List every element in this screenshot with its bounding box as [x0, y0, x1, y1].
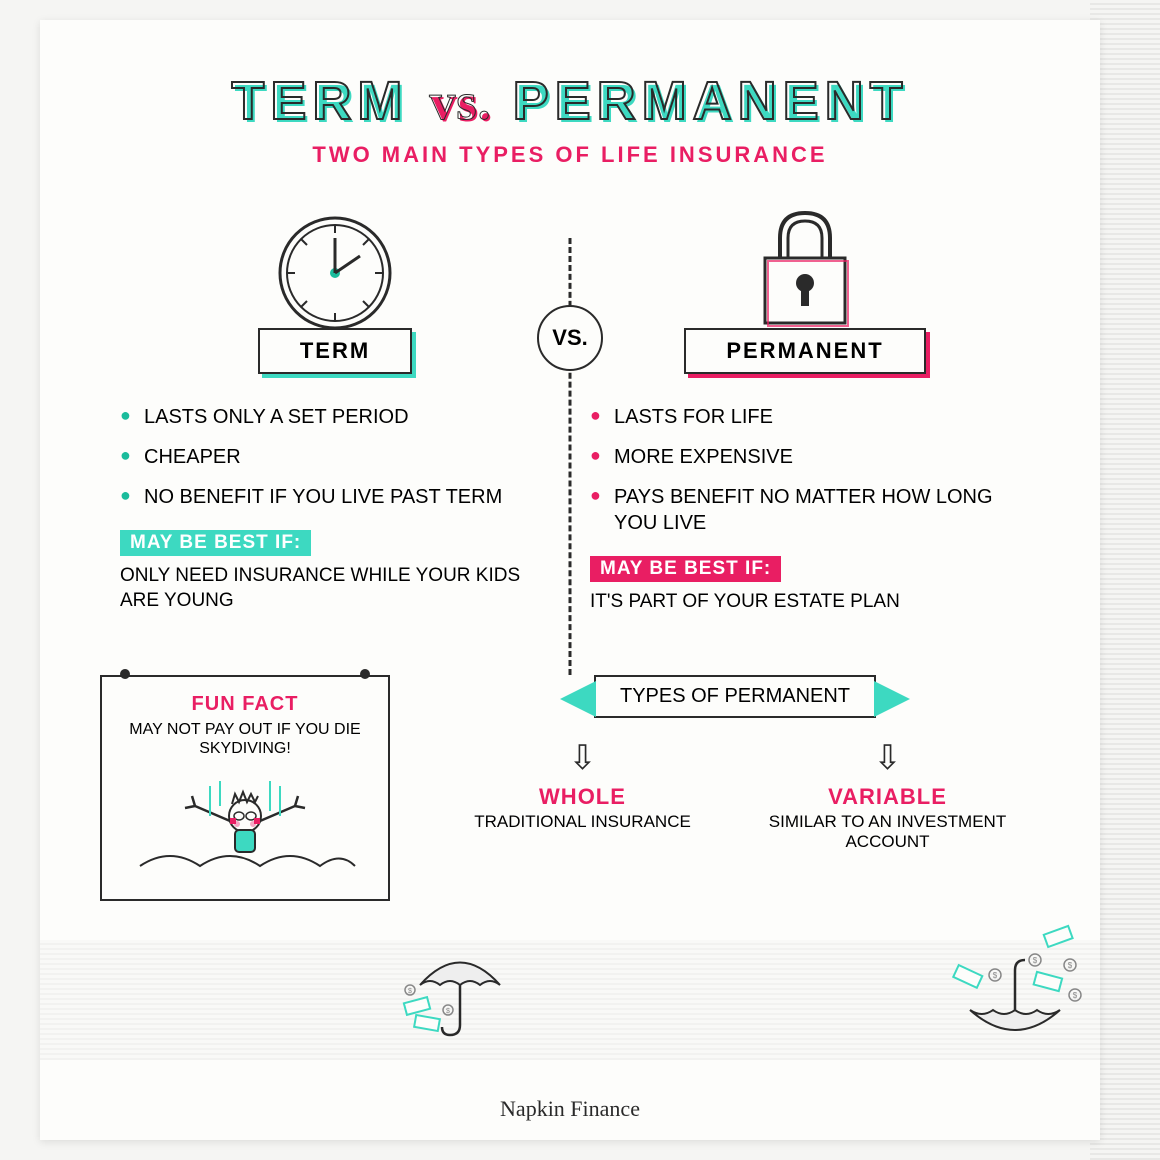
term-best-if-label: MAY BE BEST IF:	[120, 530, 311, 556]
arrow-down-icon: ⇩	[440, 738, 725, 778]
umbrella-money-icon: $ $ $ $	[940, 915, 1090, 1060]
whole-desc: TRADITIONAL INSURANCE	[440, 812, 725, 832]
list-item: LASTS ONLY A SET PERIOD	[120, 404, 550, 430]
main-title: TERM vs. PERMANENT	[100, 70, 1040, 132]
umbrella-icon: $ $	[400, 935, 520, 1050]
subtitle: TWO MAIN TYPES OF LIFE INSURANCE	[100, 142, 1040, 168]
svg-text:$: $	[993, 971, 998, 980]
title-word1: TERM	[231, 71, 408, 131]
list-item: PAYS BENEFIT NO MATTER HOW LONG YOU LIVE	[590, 484, 1020, 536]
term-best-if-text: ONLY NEED INSURANCE WHILE YOUR KIDS ARE …	[120, 564, 550, 613]
type-variable: ⇩ VARIABLE SIMILAR TO AN INVESTMENT ACCO…	[735, 738, 1040, 853]
list-item: NO BENEFIT IF YOU LIVE PAST TERM	[120, 484, 550, 510]
skydiver-icon	[114, 766, 376, 891]
footer-brand: Napkin Finance	[40, 1096, 1100, 1122]
svg-text:$: $	[1068, 961, 1073, 970]
permanent-bullets: LASTS FOR LIFE MORE EXPENSIVE PAYS BENEF…	[590, 404, 1020, 536]
types-section: TYPES OF PERMANENT ⇩ WHOLE TRADITIONAL I…	[430, 675, 1040, 901]
list-item: LASTS FOR LIFE	[590, 404, 1020, 430]
svg-text:$: $	[446, 1008, 450, 1015]
permanent-best-if-text: IT'S PART OF YOUR ESTATE PLAN	[590, 590, 1020, 615]
fun-fact-title: FUN FACT	[114, 693, 376, 716]
term-bullets: LASTS ONLY A SET PERIOD CHEAPER NO BENEF…	[120, 404, 550, 510]
lock-icon	[590, 198, 1020, 338]
napkin-card: TERM vs. PERMANENT TWO MAIN TYPES OF LIF…	[40, 20, 1100, 1140]
center-divider	[569, 238, 572, 675]
fun-fact-card: FUN FACT MAY NOT PAY OUT IF YOU DIE SKYD…	[100, 675, 390, 901]
term-column: TERM LASTS ONLY A SET PERIOD CHEAPER NO …	[100, 198, 570, 615]
svg-text:$: $	[1073, 991, 1078, 1000]
permanent-best-if-label: MAY BE BEST IF:	[590, 556, 781, 582]
whole-title: WHOLE	[440, 784, 725, 810]
term-label: TERM	[258, 328, 412, 374]
vs-badge: VS.	[537, 305, 603, 371]
list-item: CHEAPER	[120, 444, 550, 470]
arrow-down-icon: ⇩	[745, 738, 1030, 778]
fun-fact-text: MAY NOT PAY OUT IF YOU DIE SKYDIVING!	[114, 720, 376, 758]
types-banner: TYPES OF PERMANENT	[594, 675, 876, 718]
permanent-column: PERMANENT LASTS FOR LIFE MORE EXPENSIVE …	[570, 198, 1040, 615]
bottom-row: FUN FACT MAY NOT PAY OUT IF YOU DIE SKYD…	[100, 675, 1040, 901]
svg-text:$: $	[408, 988, 412, 995]
comparison-row: VS. TERM LAS	[100, 198, 1040, 615]
clock-icon	[120, 198, 550, 338]
list-item: MORE EXPENSIVE	[590, 444, 1020, 470]
title-vs: vs.	[429, 74, 491, 131]
variable-title: VARIABLE	[745, 784, 1030, 810]
svg-text:$: $	[1033, 956, 1038, 965]
permanent-label: PERMANENT	[684, 328, 925, 374]
title-word2: PERMANENT	[513, 71, 909, 131]
texture-edge	[1090, 0, 1160, 1160]
type-whole: ⇩ WHOLE TRADITIONAL INSURANCE	[430, 738, 735, 853]
variable-desc: SIMILAR TO AN INVESTMENT ACCOUNT	[745, 812, 1030, 853]
